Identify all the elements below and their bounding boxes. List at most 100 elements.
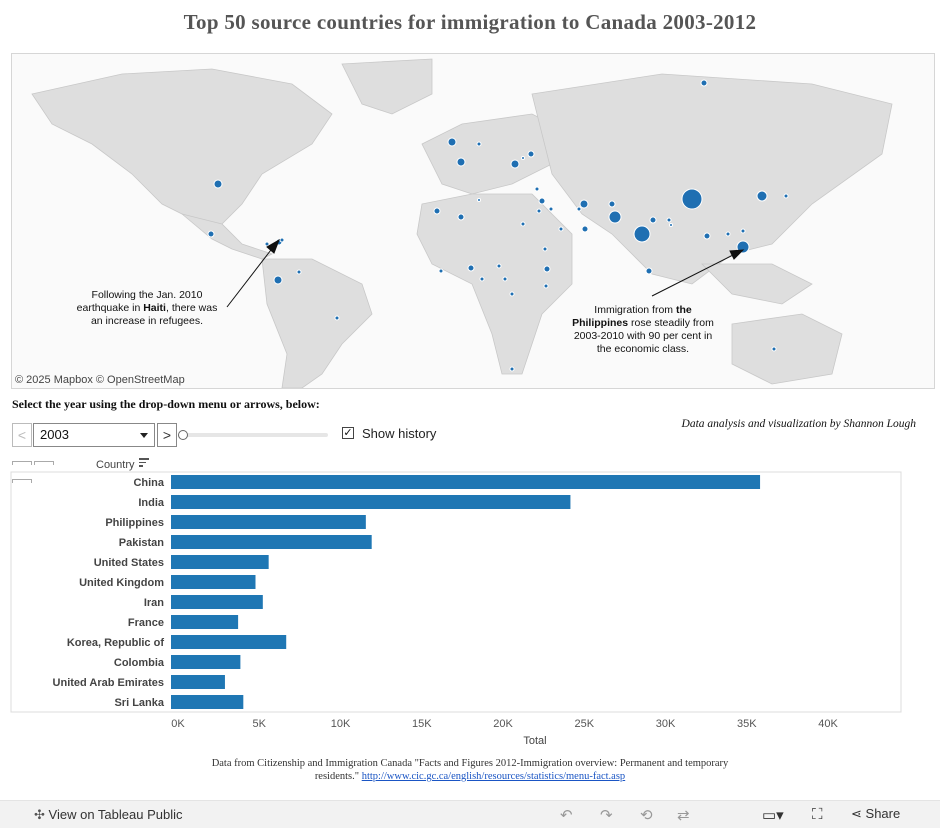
category-label[interactable]: Pakistan	[119, 537, 165, 549]
map-dot[interactable]	[273, 275, 283, 285]
map-dot[interactable]	[477, 198, 481, 202]
map-dot[interactable]	[457, 213, 465, 221]
x-tick-label: 20K	[493, 718, 513, 730]
map-dot[interactable]	[700, 79, 708, 87]
map-dot[interactable]	[756, 190, 768, 202]
bar[interactable]	[171, 575, 256, 589]
category-label[interactable]: China	[133, 477, 164, 489]
map-dot[interactable]	[649, 216, 657, 224]
bar[interactable]	[171, 675, 225, 689]
map-dot[interactable]	[543, 283, 549, 289]
category-label[interactable]: France	[128, 617, 164, 629]
map-dot[interactable]	[213, 179, 223, 189]
category-label[interactable]: Korea, Republic of	[67, 637, 165, 649]
category-label[interactable]: United Kingdom	[79, 577, 164, 589]
bar[interactable]	[171, 655, 241, 669]
map-dot[interactable]	[548, 206, 554, 212]
map-dot[interactable]	[509, 291, 515, 297]
map-dot[interactable]	[579, 199, 589, 209]
map-dot[interactable]	[476, 141, 482, 147]
map-dot[interactable]	[334, 315, 340, 321]
category-label[interactable]: India	[138, 497, 165, 509]
map-dot[interactable]	[520, 221, 526, 227]
map-dot[interactable]	[438, 268, 444, 274]
revert-icon[interactable]: ⟲	[640, 807, 653, 824]
map-dot[interactable]	[536, 208, 542, 214]
map-dot[interactable]	[669, 223, 673, 227]
refresh-icon[interactable]: ⇄	[677, 807, 690, 824]
bar[interactable]	[171, 555, 269, 569]
share-button[interactable]: ⋖ Share	[851, 806, 901, 821]
bar[interactable]	[171, 695, 244, 709]
map-dot[interactable]	[645, 267, 653, 275]
map-dot[interactable]	[456, 157, 466, 167]
map-dot[interactable]	[534, 186, 540, 192]
category-label[interactable]: United Arab Emirates	[53, 677, 164, 689]
map-dot[interactable]	[433, 207, 441, 215]
next-year-button[interactable]: >	[157, 423, 177, 447]
bar[interactable]	[171, 495, 571, 509]
map-dot[interactable]	[527, 150, 535, 158]
category-label[interactable]: Sri Lanka	[114, 697, 164, 709]
prev-year-button[interactable]: <	[12, 423, 32, 447]
show-history-checkbox[interactable]: ✓	[342, 427, 354, 439]
map-dot[interactable]	[538, 197, 546, 205]
category-label[interactable]: Iran	[144, 597, 164, 609]
map-dot[interactable]	[543, 265, 551, 273]
chevron-down-icon	[140, 433, 148, 438]
map-dot[interactable]	[783, 193, 789, 199]
category-label[interactable]: Philippines	[105, 517, 164, 529]
instructions-text: Select the year using the drop-down menu…	[12, 397, 320, 411]
map-dot[interactable]	[681, 188, 703, 210]
view-on-tableau-button[interactable]: ✣ View on Tableau Public	[34, 807, 183, 822]
map-dot[interactable]	[279, 237, 285, 243]
map-dot[interactable]	[633, 225, 651, 243]
world-map[interactable]: Following the Jan. 2010 earthquake in Ha…	[11, 53, 935, 389]
year-slider[interactable]	[182, 433, 328, 437]
bar[interactable]	[171, 635, 287, 649]
country-axis-header[interactable]: Country	[96, 459, 135, 471]
map-dot[interactable]	[264, 241, 270, 247]
map-dot[interactable]	[740, 228, 746, 234]
map-dot[interactable]	[479, 276, 485, 282]
source-link[interactable]: http://www.cic.gc.ca/english/resources/s…	[361, 771, 626, 782]
map-dot[interactable]	[509, 366, 515, 372]
map-dot[interactable]	[467, 264, 475, 272]
map-dot[interactable]	[542, 246, 548, 252]
bar[interactable]	[171, 535, 372, 549]
map-dot[interactable]	[608, 210, 622, 224]
map-dot[interactable]	[666, 217, 672, 223]
map-dot[interactable]	[771, 346, 777, 352]
map-dot[interactable]	[576, 206, 582, 212]
map-dot[interactable]	[521, 156, 525, 160]
show-history-label[interactable]: Show history	[362, 426, 437, 441]
philippines-annotation: Immigration from the Philippines rose st…	[572, 304, 714, 355]
bar[interactable]	[171, 595, 263, 609]
category-label[interactable]: United States	[94, 557, 164, 569]
comment-icon[interactable]: ▭▾	[762, 807, 784, 824]
map-dot[interactable]	[496, 263, 502, 269]
map-dot[interactable]	[725, 231, 731, 237]
year-slider-handle[interactable]	[178, 430, 188, 440]
map-attribution[interactable]: © 2025 Mapbox © OpenStreetMap	[15, 374, 185, 386]
map-dot[interactable]	[207, 230, 215, 238]
map-dot[interactable]	[502, 276, 508, 282]
undo-icon[interactable]: ↶	[560, 807, 573, 824]
map-dot[interactable]	[296, 269, 302, 275]
fullscreen-icon[interactable]: ⛶	[812, 806, 823, 823]
bar[interactable]	[171, 515, 366, 529]
map-dot[interactable]	[558, 226, 564, 232]
map-dot[interactable]	[510, 159, 520, 169]
map-dot[interactable]	[447, 137, 457, 147]
x-tick-label: 15K	[412, 718, 432, 730]
bar[interactable]	[171, 475, 761, 489]
category-label[interactable]: Colombia	[114, 657, 165, 669]
bar[interactable]	[171, 615, 239, 629]
map-dot[interactable]	[581, 225, 589, 233]
redo-icon[interactable]: ↷	[600, 807, 613, 824]
map-dot[interactable]	[703, 232, 711, 240]
map-dot[interactable]	[608, 200, 616, 208]
sort-icon[interactable]	[139, 458, 149, 468]
map-canvas[interactable]	[12, 54, 934, 388]
year-dropdown[interactable]: 2003	[33, 423, 155, 447]
